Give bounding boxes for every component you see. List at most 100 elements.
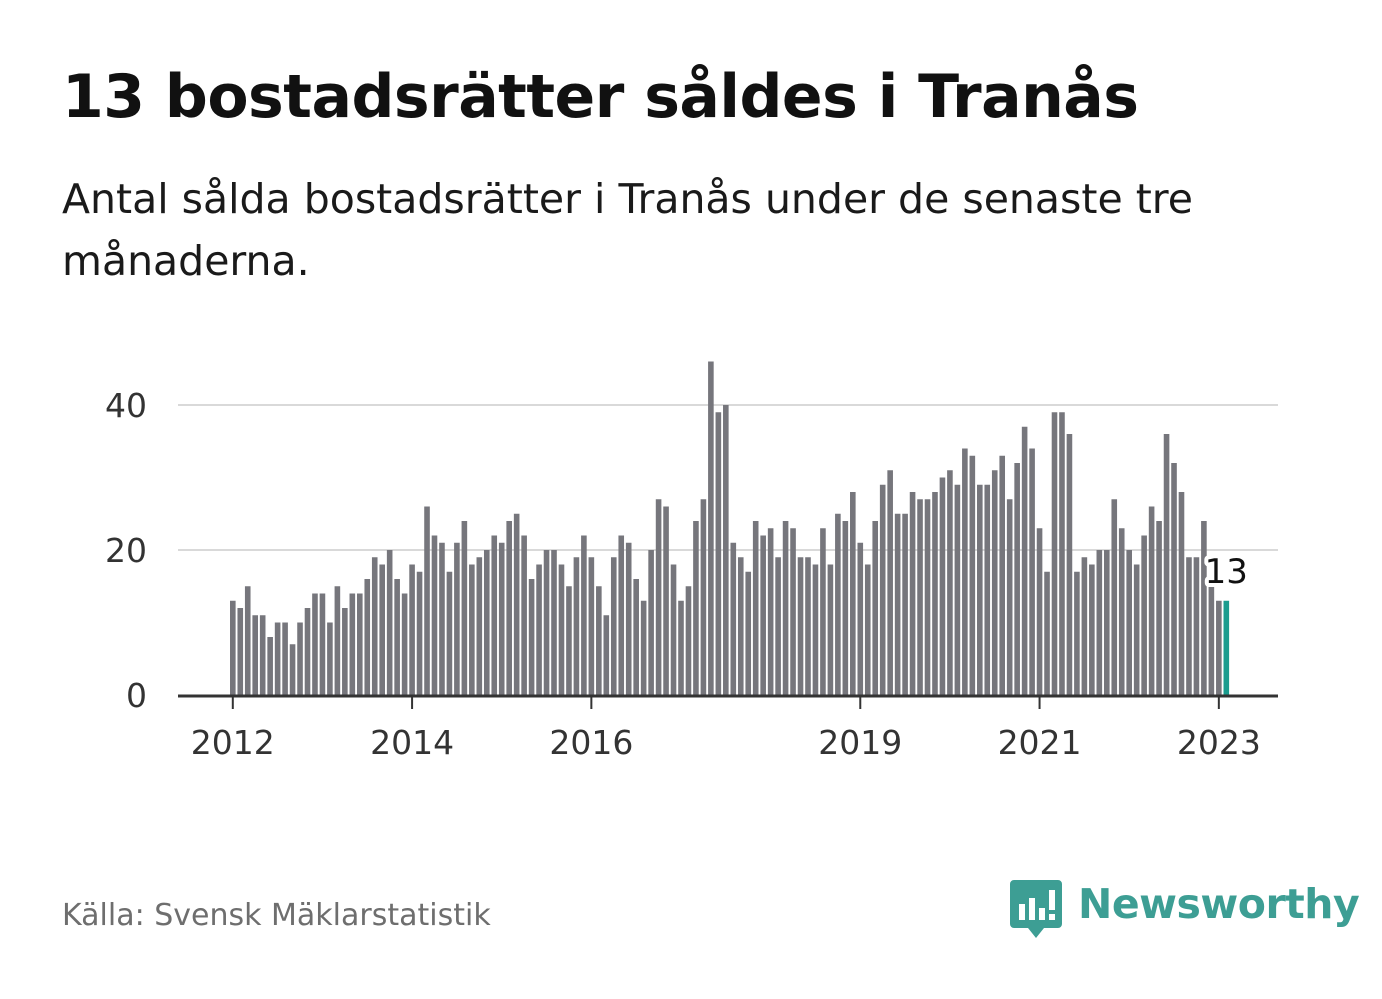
bar [506, 521, 512, 695]
bar [476, 557, 483, 695]
bar [805, 557, 811, 695]
bar [1216, 600, 1222, 695]
bar [708, 361, 714, 695]
bar [618, 535, 625, 695]
brand-name: Newsworthy [1078, 880, 1360, 928]
page-subtitle: Antal sålda bostadsrätter i Tranås under… [62, 175, 1193, 285]
bar [1014, 463, 1020, 695]
bar [327, 622, 333, 695]
bar [977, 484, 983, 695]
bar [334, 586, 341, 695]
bar [364, 579, 371, 695]
bar [252, 615, 259, 695]
bar [1006, 499, 1013, 695]
x-tick-label: 2016 [549, 723, 633, 762]
bar [1118, 528, 1125, 695]
bar [237, 608, 244, 695]
bar [820, 528, 826, 695]
bar [536, 564, 542, 695]
x-tick-label: 2023 [1177, 723, 1261, 762]
bar [297, 622, 303, 695]
bar [566, 586, 572, 695]
source-note: Källa: Svensk Mäklarstatistik [62, 898, 491, 933]
page-title: 13 bostadsrätter såldes i Tranås [62, 62, 1139, 132]
bar [1029, 448, 1035, 695]
y-tick-label: 20 [105, 531, 147, 570]
bar [812, 564, 819, 695]
bar [752, 521, 759, 695]
newsworthy-logo-icon [1010, 880, 1062, 938]
bar [745, 571, 752, 695]
bar [999, 455, 1006, 695]
bar [282, 622, 288, 695]
bar [1036, 528, 1043, 695]
bar [461, 521, 468, 695]
bar [1163, 434, 1170, 695]
bar [424, 506, 430, 695]
bar [655, 499, 662, 695]
bar [394, 579, 400, 695]
bar [573, 557, 580, 695]
x-tick-label: 2021 [998, 723, 1082, 762]
brand-logo[interactable]: Newsworthy [1010, 878, 1360, 942]
bar [267, 637, 273, 695]
bar [401, 593, 408, 695]
bar [491, 535, 498, 695]
bar [633, 579, 639, 695]
bar [439, 542, 445, 695]
bar [932, 492, 938, 695]
bar [670, 564, 677, 695]
bar [469, 564, 475, 695]
bar [379, 564, 385, 695]
bar [737, 557, 744, 695]
bar [797, 557, 804, 695]
bar [1193, 557, 1200, 695]
bar [371, 557, 378, 695]
bar [835, 513, 841, 695]
bar [917, 499, 923, 695]
bar [1089, 564, 1095, 695]
bar [1081, 557, 1088, 695]
bar [857, 542, 864, 695]
bar [543, 550, 550, 695]
y-tick-label: 0 [126, 676, 147, 715]
bar [230, 600, 236, 695]
bar [715, 412, 722, 695]
bar [1103, 550, 1110, 695]
bar [678, 600, 684, 695]
bar [894, 513, 901, 695]
bar [879, 484, 886, 695]
bar [1044, 571, 1050, 695]
bar [1051, 412, 1058, 695]
bar [1059, 412, 1065, 695]
bar [386, 550, 393, 695]
bar [1141, 535, 1147, 695]
bar [723, 405, 729, 695]
bar [596, 586, 602, 695]
bar [1133, 564, 1140, 695]
bar [409, 564, 415, 695]
bar [528, 579, 535, 695]
bar [625, 542, 632, 695]
bar [782, 521, 789, 695]
bar [1126, 550, 1132, 695]
bar [1111, 499, 1118, 695]
bar [610, 557, 617, 695]
bar [356, 593, 363, 695]
bar [775, 557, 781, 695]
bar [954, 484, 961, 695]
bar [551, 550, 557, 695]
bar [1021, 426, 1028, 695]
bar [663, 506, 669, 695]
bar [984, 484, 991, 695]
bar [1201, 521, 1207, 695]
bar [962, 448, 968, 695]
bar [1178, 492, 1185, 695]
bar [730, 542, 737, 695]
bar [312, 593, 318, 695]
bar [259, 615, 266, 695]
bar [700, 499, 707, 695]
bar [969, 455, 976, 695]
bar [446, 571, 453, 695]
